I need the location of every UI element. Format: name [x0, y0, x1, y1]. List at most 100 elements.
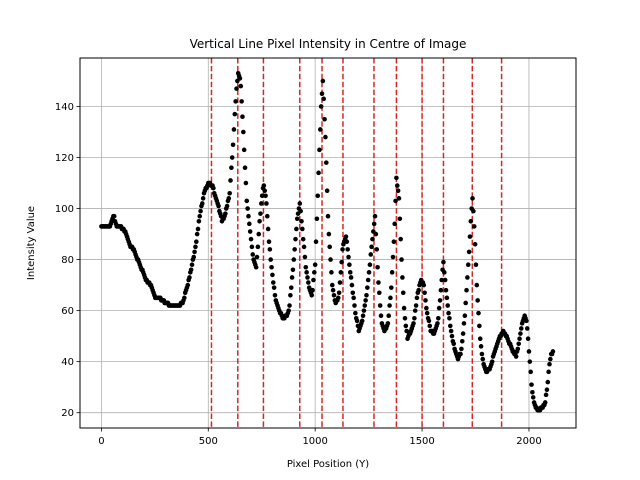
data-point [525, 336, 531, 341]
data-point [302, 254, 308, 260]
data-point [447, 315, 452, 321]
data-point [478, 344, 484, 349]
data-point [411, 321, 416, 326]
data-point [256, 231, 262, 237]
data-point [348, 275, 354, 280]
data-point [394, 183, 400, 188]
data-point [524, 326, 530, 331]
data-point [373, 231, 379, 237]
data-point [459, 346, 464, 352]
data-point [335, 295, 341, 301]
x-tick-label: 1000 [302, 436, 327, 447]
data-point [317, 147, 322, 153]
data-point [292, 247, 297, 252]
data-point [451, 341, 457, 347]
data-point [232, 111, 238, 117]
data-point [248, 236, 254, 242]
data-point [250, 252, 256, 257]
data-point [530, 395, 536, 400]
data-point [471, 224, 477, 229]
x-tick-label: 1500 [409, 436, 434, 447]
data-point [198, 208, 203, 214]
data-point [543, 392, 549, 398]
data-point [550, 349, 556, 354]
data-point [269, 264, 274, 270]
data-point [365, 285, 370, 290]
data-point [199, 201, 205, 206]
data-point [388, 295, 393, 301]
data-point [312, 270, 317, 275]
data-point [255, 244, 261, 250]
data-point [224, 203, 230, 209]
data-point [448, 328, 454, 334]
data-point [288, 293, 293, 298]
data-point [476, 310, 481, 316]
data-point [489, 359, 495, 364]
data-point [447, 323, 453, 329]
data-point [459, 338, 465, 344]
data-point [257, 219, 262, 224]
data-point [547, 361, 552, 367]
data-point [262, 188, 268, 193]
data-point [294, 216, 300, 222]
data-point [259, 201, 264, 206]
data-point [244, 198, 250, 204]
data-point [363, 298, 368, 303]
data-point [270, 272, 275, 278]
data-point [267, 247, 273, 252]
data-point [345, 247, 350, 252]
data-point [325, 213, 331, 219]
data-point [465, 262, 471, 267]
data-point [369, 244, 374, 250]
data-point [374, 247, 380, 252]
x-tick-label: 500 [199, 436, 218, 447]
data-point [226, 196, 232, 201]
data-point [402, 315, 408, 321]
data-point [239, 99, 244, 104]
data-point [288, 285, 294, 290]
data-point [216, 203, 221, 209]
data-point [331, 293, 337, 298]
data-point [188, 267, 194, 273]
data-point [360, 313, 366, 319]
data-point [386, 313, 392, 319]
x-tick-label: 0 [98, 436, 104, 447]
data-point [316, 170, 321, 176]
data-point [468, 219, 474, 224]
data-point [351, 295, 356, 301]
data-points-layer [99, 71, 556, 413]
data-point [529, 382, 534, 387]
data-point [463, 300, 468, 306]
data-point [196, 219, 202, 224]
data-point [312, 262, 318, 267]
data-point [413, 303, 419, 308]
data-point [445, 303, 451, 308]
data-point [364, 293, 369, 298]
data-point [401, 305, 407, 311]
data-point [393, 198, 398, 204]
data-point [403, 323, 409, 329]
data-point [474, 282, 480, 288]
data-point [544, 387, 550, 393]
data-point [327, 244, 333, 250]
data-point [300, 236, 306, 242]
data-point [270, 280, 276, 285]
y-tick-label: 60 [61, 306, 74, 317]
data-point [347, 262, 352, 267]
data-point [229, 165, 234, 171]
data-point [349, 282, 355, 288]
data-point [195, 226, 201, 232]
data-point [439, 277, 445, 283]
data-point [392, 221, 398, 227]
data-point [370, 236, 375, 242]
data-point [247, 221, 252, 227]
data-point [398, 236, 403, 242]
data-point [365, 277, 371, 283]
data-point [359, 318, 365, 324]
data-point [318, 127, 323, 132]
data-point [438, 287, 444, 293]
data-point [323, 134, 328, 140]
y-tick-label: 20 [61, 408, 74, 419]
data-point [400, 275, 405, 280]
